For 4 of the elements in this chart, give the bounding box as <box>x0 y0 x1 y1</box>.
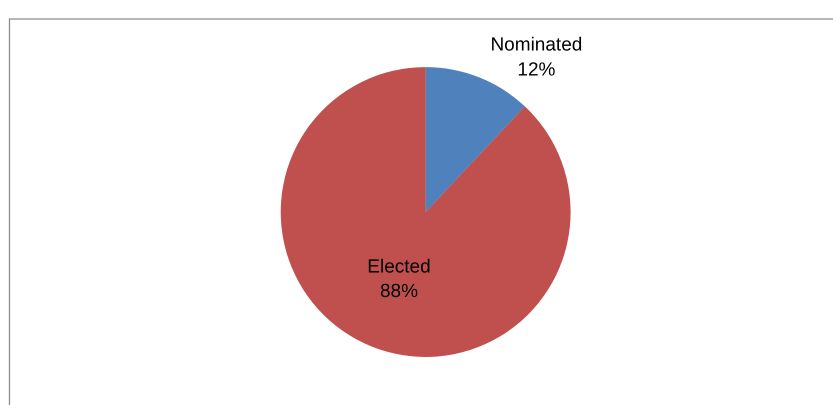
slice-label: Nominated <box>490 34 582 56</box>
slice-label: Elected <box>367 256 431 278</box>
data-label: 12% <box>517 59 556 80</box>
data-label: 88% <box>380 281 418 302</box>
